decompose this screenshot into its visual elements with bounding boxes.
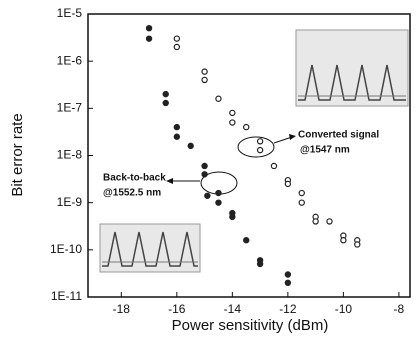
- y-tick-label: 1E-5: [57, 6, 83, 20]
- inset-converted: [296, 30, 408, 106]
- annotation: @1547 nm: [300, 145, 350, 156]
- data-point: [271, 163, 276, 168]
- inset-back-to-back: [100, 224, 200, 272]
- data-point: [146, 26, 151, 31]
- annotation: Converted signal: [298, 130, 379, 141]
- data-point: [202, 77, 207, 82]
- data-point: [285, 181, 290, 186]
- x-tick-label: -14: [224, 302, 242, 316]
- data-point: [313, 219, 318, 224]
- data-point: [299, 190, 304, 195]
- x-axis-label: Power sensitivity (dBm): [172, 317, 329, 334]
- data-point: [202, 69, 207, 74]
- data-point: [230, 120, 235, 125]
- data-point: [341, 238, 346, 243]
- data-point: [174, 44, 179, 49]
- y-tick-label: 1E-7: [57, 101, 83, 115]
- y-tick-label: 1E-11: [51, 289, 82, 303]
- data-point: [285, 280, 290, 285]
- annotation: @1552.5 nm: [103, 188, 161, 199]
- data-point: [230, 214, 235, 219]
- y-tick-label: 1E-8: [57, 148, 83, 162]
- data-point: [174, 36, 179, 41]
- data-point: [216, 190, 221, 195]
- x-tick-label: -10: [335, 302, 353, 316]
- x-tick-label: -12: [279, 302, 297, 316]
- data-point: [285, 272, 290, 277]
- x-tick-label: -16: [168, 302, 186, 316]
- data-point: [244, 125, 249, 130]
- data-point: [202, 172, 207, 177]
- data-point: [216, 96, 221, 101]
- data-point: [258, 261, 263, 266]
- page: {"chart_data": { "type": "scatter", "x_l…: [0, 0, 420, 337]
- data-point: [188, 143, 193, 148]
- x-tick-label: -8: [394, 302, 405, 316]
- data-point: [163, 100, 168, 105]
- data-point: [205, 193, 210, 198]
- data-point: [258, 148, 263, 153]
- annotation: Back-to-back: [103, 173, 166, 184]
- y-tick-label: 1E-9: [57, 195, 83, 209]
- data-point: [146, 36, 151, 41]
- arrow-head: [166, 178, 173, 184]
- data-point: [299, 200, 304, 205]
- chart: Back-to-back @1552.5 nm Converted signal…: [0, 0, 420, 337]
- data-point: [163, 92, 168, 97]
- x-tick-label: -18: [113, 302, 131, 316]
- data-point: [202, 163, 207, 168]
- data-point: [174, 125, 179, 130]
- arrow: [274, 137, 292, 143]
- data-point: [216, 200, 221, 205]
- arrow-head: [289, 134, 296, 140]
- data-point: [258, 139, 263, 144]
- data-point: [355, 242, 360, 247]
- y-axis-label: Bit error rate: [9, 113, 26, 196]
- data-point: [327, 219, 332, 224]
- ellipse-marker: [238, 137, 274, 157]
- y-tick-label: 1E-6: [57, 53, 83, 67]
- data-point: [244, 238, 249, 243]
- y-tick-label: 1E-10: [50, 242, 82, 256]
- data-point: [174, 134, 179, 139]
- data-point: [230, 110, 235, 115]
